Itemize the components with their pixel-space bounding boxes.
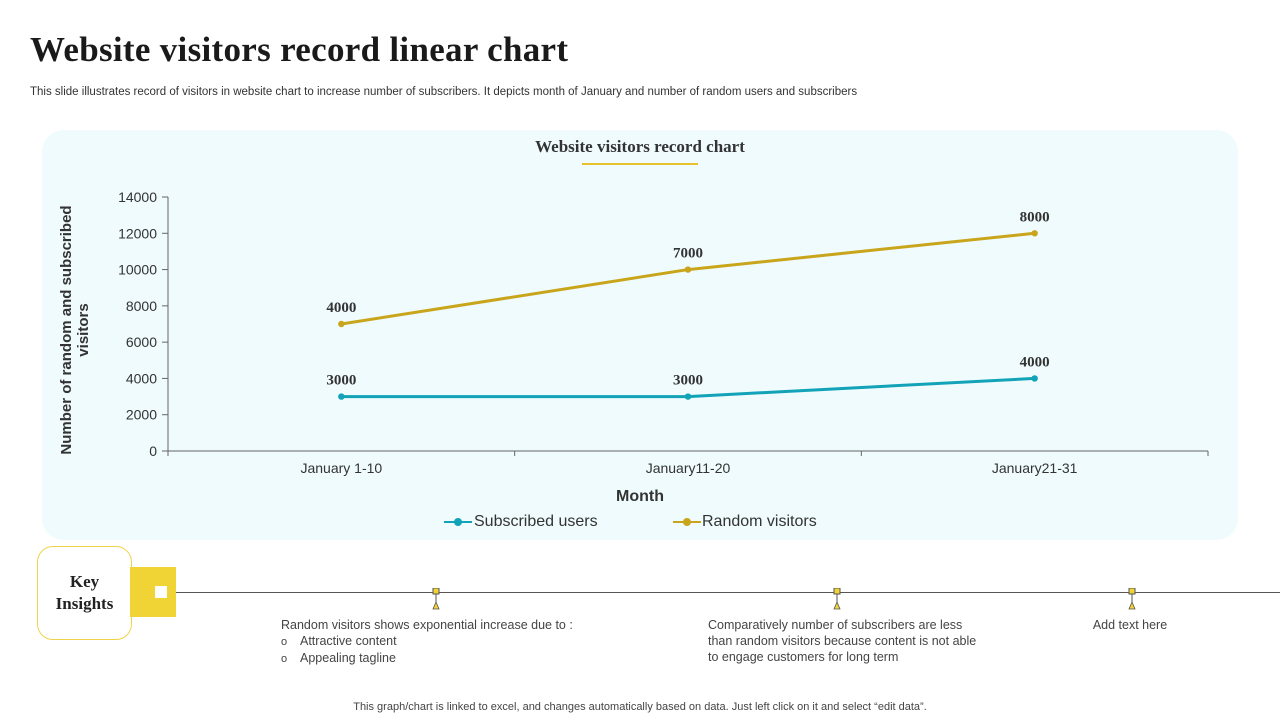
legend-subscribed-users[interactable]: Subscribed users bbox=[474, 513, 598, 530]
key-insights-accent bbox=[130, 567, 176, 617]
chart-title: Website visitors record chart bbox=[535, 137, 745, 156]
x-tick-label: January21-31 bbox=[992, 460, 1078, 476]
insight-2-text: Comparatively number of subscribers are … bbox=[708, 618, 977, 664]
y-tick-label: 2000 bbox=[126, 407, 157, 423]
insight-3: Add text here bbox=[1060, 617, 1200, 633]
y-tick-label: 6000 bbox=[126, 334, 157, 350]
marker-pin-icon bbox=[432, 588, 440, 610]
data-label: 3000 bbox=[326, 373, 356, 389]
y-tick-label: 4000 bbox=[126, 370, 157, 386]
insight-1-bullets: Attractive content Appealing tagline bbox=[281, 633, 611, 667]
insights-timeline bbox=[176, 592, 1280, 593]
y-tick-label: 0 bbox=[149, 443, 157, 459]
data-point bbox=[684, 266, 692, 273]
y-axis-label: Number of random and subscribed visitors bbox=[58, 205, 92, 455]
x-axis-label: Month bbox=[616, 488, 664, 505]
insight-1-bullet: Attractive content bbox=[281, 633, 611, 650]
legend-random-visitors[interactable]: Random visitors bbox=[702, 513, 817, 530]
data-point bbox=[1031, 230, 1038, 237]
insight-2: Comparatively number of subscribers are … bbox=[708, 617, 983, 665]
insight-3-text[interactable]: Add text here bbox=[1092, 618, 1168, 632]
y-tick-label: 8000 bbox=[126, 298, 157, 314]
data-label: 3000 bbox=[673, 373, 703, 389]
y-tick-label: 12000 bbox=[118, 225, 157, 241]
x-tick-label: January 1-10 bbox=[300, 460, 382, 476]
page-title: Website visitors record linear chart bbox=[30, 30, 569, 69]
footer-note: This graph/chart is linked to excel, and… bbox=[353, 701, 927, 713]
insight-1-text: Random visitors shows exponential increa… bbox=[281, 618, 573, 632]
chart-panel bbox=[42, 130, 1238, 540]
data-point bbox=[1031, 375, 1038, 382]
insight-1: Random visitors shows exponential increa… bbox=[281, 617, 611, 667]
page-subtitle: This slide illustrates record of visitor… bbox=[30, 86, 858, 98]
marker-pin-icon bbox=[1128, 588, 1136, 610]
data-label: 4000 bbox=[326, 300, 356, 316]
data-point bbox=[684, 393, 692, 400]
key-insights-accent-inner bbox=[155, 586, 167, 598]
x-tick-label: January11-20 bbox=[646, 460, 731, 476]
data-point bbox=[338, 320, 345, 328]
legend-dot-subscribed bbox=[454, 518, 462, 526]
insight-1-bullet: Appealing tagline bbox=[281, 650, 611, 667]
marker-pin-icon bbox=[833, 588, 841, 610]
data-label: 8000 bbox=[1020, 209, 1050, 225]
legend-dot-random bbox=[683, 518, 691, 526]
data-point bbox=[338, 393, 345, 400]
data-label: 4000 bbox=[1020, 354, 1050, 370]
key-insights-box: Key Insights bbox=[37, 546, 132, 640]
data-label: 7000 bbox=[673, 246, 703, 262]
chart-title-underline bbox=[582, 163, 698, 165]
y-tick-label: 14000 bbox=[118, 189, 157, 205]
y-tick-label: 10000 bbox=[118, 262, 157, 278]
key-insights-heading: Key Insights bbox=[55, 572, 114, 613]
